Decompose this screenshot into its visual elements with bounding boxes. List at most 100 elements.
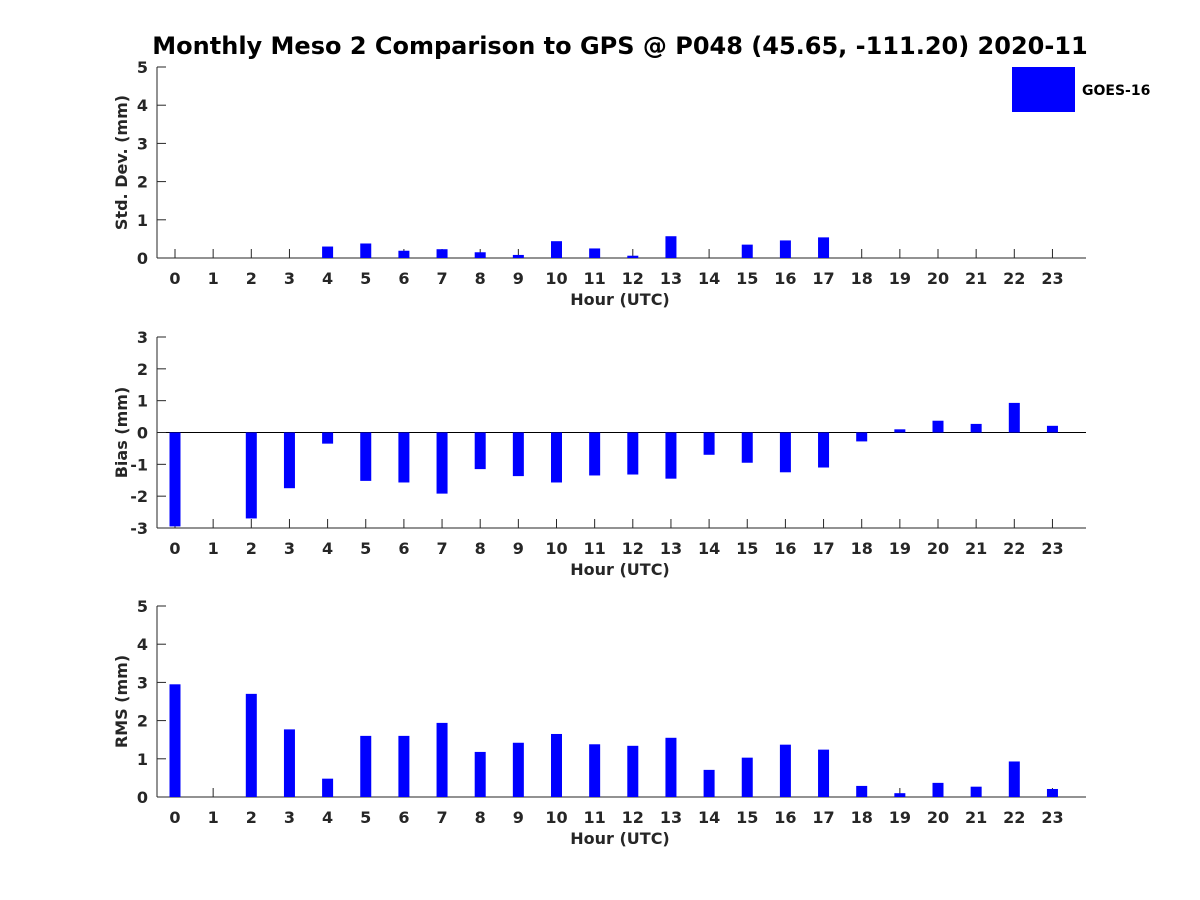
- x-tick-label: 17: [812, 269, 834, 288]
- bar-hour-4: [322, 778, 334, 797]
- y-tick-label: 0: [137, 424, 148, 443]
- bar-hour-8: [474, 252, 486, 258]
- bar-hour-12: [627, 255, 639, 258]
- x-tick-label: 19: [889, 539, 911, 558]
- y-tick-label: 1: [137, 750, 148, 769]
- x-tick-label: 5: [360, 808, 371, 827]
- bar-hour-10: [551, 733, 562, 797]
- bar-hour-22: [1008, 402, 1020, 433]
- y-tick-label: 2: [137, 360, 148, 379]
- x-tick-label: 20: [927, 808, 949, 827]
- x-tick-label: 1: [208, 539, 219, 558]
- x-tick-label: 16: [774, 269, 796, 288]
- x-tick-label: 6: [398, 269, 409, 288]
- bar-hour-15: [741, 244, 753, 258]
- x-tick-label: 2: [246, 539, 257, 558]
- bar-hour-7: [436, 722, 448, 797]
- bar-hour-3: [283, 432, 295, 489]
- bar-hour-19: [894, 793, 906, 797]
- bar-hour-13: [665, 236, 677, 258]
- x-tick-label: 19: [889, 808, 911, 827]
- x-tick-label: 11: [584, 269, 606, 288]
- bar-hour-5: [360, 432, 372, 481]
- y-tick-label: 1: [137, 211, 148, 230]
- y-tick-label: -1: [130, 455, 148, 474]
- x-tick-label: 11: [584, 539, 606, 558]
- bar-hour-21: [970, 786, 982, 797]
- bar-hour-15: [741, 757, 753, 797]
- bar-hour-4: [322, 246, 334, 258]
- x-tick-label: 18: [851, 539, 873, 558]
- x-tick-label: 10: [545, 269, 567, 288]
- x-tick-label: 9: [513, 539, 524, 558]
- x-tick-label: 16: [774, 808, 796, 827]
- bar-hour-15: [741, 432, 753, 463]
- bar-hour-16: [779, 744, 791, 797]
- x-tick-label: 19: [889, 269, 911, 288]
- x-tick-label: 3: [284, 539, 295, 558]
- x-tick-label: 21: [965, 539, 987, 558]
- y-tick-label: 0: [137, 249, 148, 268]
- bar-hour-16: [779, 240, 791, 258]
- bar-hour-14: [703, 432, 715, 455]
- y-axis-label: RMS (mm): [112, 655, 131, 748]
- x-tick-label: 18: [851, 269, 873, 288]
- x-tick-label: 4: [322, 269, 333, 288]
- x-tick-label: 5: [360, 269, 371, 288]
- bar-hour-6: [398, 250, 410, 258]
- x-tick-label: 14: [698, 808, 720, 827]
- bar-hour-19: [894, 429, 906, 433]
- bar-hour-2: [245, 432, 257, 519]
- bar-hour-11: [589, 248, 601, 258]
- x-tick-label: 17: [812, 539, 834, 558]
- x-tick-label: 1: [208, 808, 219, 827]
- x-tick-label: 14: [698, 539, 720, 558]
- x-tick-label: 1: [208, 269, 219, 288]
- bar-hour-0: [169, 432, 181, 527]
- bar-hour-23: [1046, 425, 1058, 433]
- chart-title: Monthly Meso 2 Comparison to GPS @ P048 …: [152, 32, 1087, 60]
- x-tick-label: 23: [1041, 269, 1063, 288]
- y-tick-label: 3: [137, 328, 148, 347]
- bar-hour-20: [932, 782, 944, 797]
- x-tick-label: 6: [398, 539, 409, 558]
- bar-hour-13: [665, 432, 677, 479]
- x-tick-label: 10: [545, 808, 567, 827]
- x-tick-label: 6: [398, 808, 409, 827]
- x-tick-label: 2: [246, 808, 257, 827]
- x-tick-label: 15: [736, 808, 758, 827]
- x-tick-label: 22: [1003, 269, 1025, 288]
- x-tick-label: 22: [1003, 808, 1025, 827]
- bar-hour-0: [169, 684, 181, 797]
- bar-hour-10: [551, 432, 562, 483]
- x-tick-label: 13: [660, 269, 682, 288]
- legend-swatch: [1012, 67, 1075, 112]
- bar-hour-9: [512, 742, 524, 797]
- x-tick-label: 0: [169, 539, 180, 558]
- x-tick-label: 12: [622, 539, 644, 558]
- x-tick-label: 3: [284, 269, 295, 288]
- x-axis-label: Hour (UTC): [570, 829, 670, 848]
- bar-hour-16: [779, 432, 791, 473]
- x-tick-label: 10: [545, 539, 567, 558]
- x-tick-label: 0: [169, 808, 180, 827]
- y-tick-label: 4: [137, 635, 148, 654]
- x-tick-label: 7: [436, 808, 447, 827]
- bar-hour-10: [551, 241, 562, 258]
- y-tick-label: 3: [137, 134, 148, 153]
- x-tick-label: 13: [660, 808, 682, 827]
- y-axis-label: Std. Dev. (mm): [112, 95, 131, 230]
- x-tick-label: 12: [622, 269, 644, 288]
- bar-hour-9: [512, 432, 524, 477]
- x-tick-label: 13: [660, 539, 682, 558]
- x-tick-label: 12: [622, 808, 644, 827]
- x-tick-label: 22: [1003, 539, 1025, 558]
- x-tick-label: 15: [736, 539, 758, 558]
- x-tick-label: 20: [927, 539, 949, 558]
- x-tick-label: 15: [736, 269, 758, 288]
- bar-hour-20: [932, 420, 944, 433]
